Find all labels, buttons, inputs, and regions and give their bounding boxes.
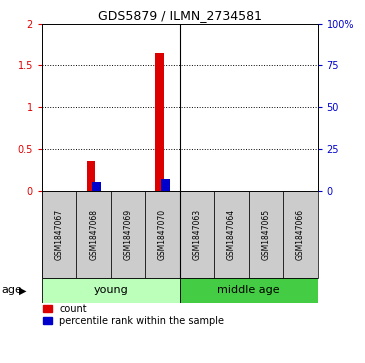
Title: GDS5879 / ILMN_2734581: GDS5879 / ILMN_2734581 [98,9,262,23]
Text: GSM1847069: GSM1847069 [124,209,132,260]
Text: GSM1847065: GSM1847065 [261,209,270,260]
Bar [249,191,283,278]
Text: middle age: middle age [217,285,280,295]
Text: GSM1847064: GSM1847064 [227,209,236,260]
Bar [111,191,145,278]
Text: GSM1847063: GSM1847063 [192,209,201,260]
Bar [180,278,318,303]
Text: GSM1847068: GSM1847068 [89,209,98,260]
Bar [42,191,76,278]
Bar [87,161,95,191]
Text: ▶: ▶ [19,285,27,295]
Text: young: young [93,285,128,295]
Bar [76,191,111,278]
Text: GSM1847067: GSM1847067 [55,209,64,260]
Text: GSM1847066: GSM1847066 [296,209,305,260]
Bar [92,182,101,191]
Bar [214,191,249,278]
Bar [180,191,214,278]
Text: GSM1847070: GSM1847070 [158,209,167,260]
Text: age: age [2,285,23,295]
Bar [283,191,318,278]
Bar [42,278,180,303]
Bar [145,191,180,278]
Bar [155,53,164,191]
Legend: count, percentile rank within the sample: count, percentile rank within the sample [43,304,224,326]
Bar [161,179,170,191]
